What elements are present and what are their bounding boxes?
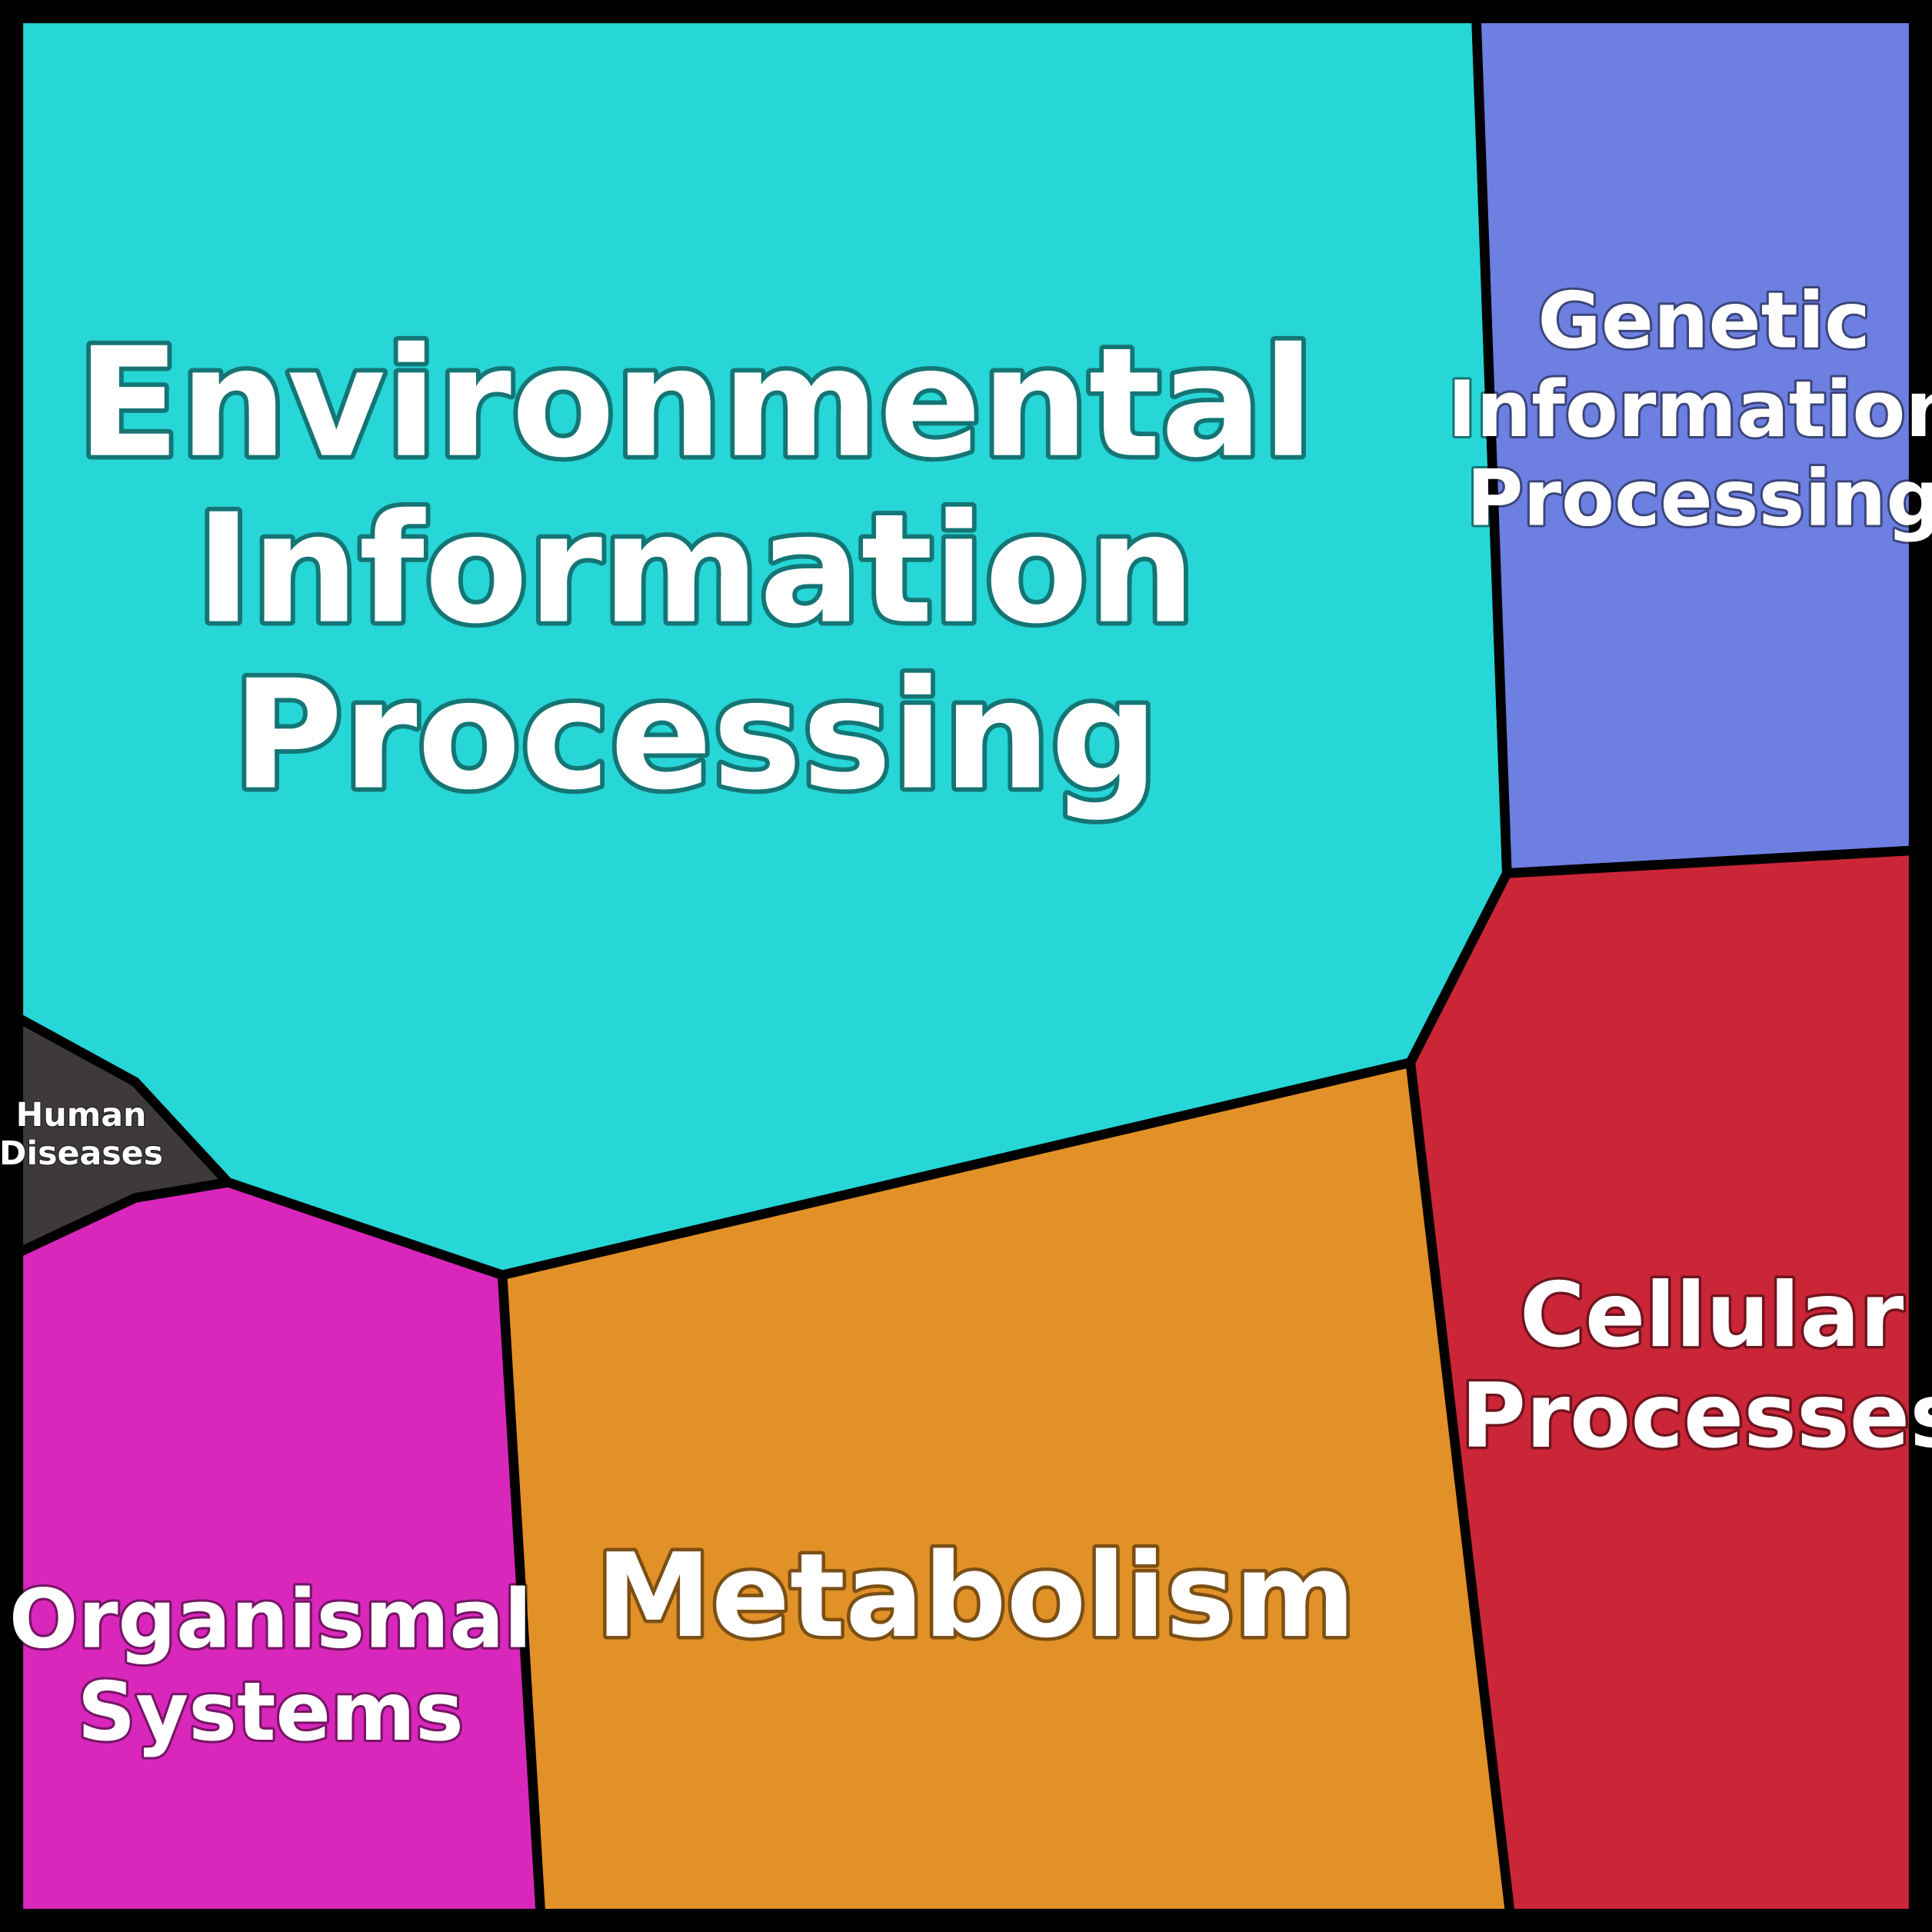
label-environmental-information-processing: EnvironmentalInformationProcessing	[77, 315, 1314, 823]
label-line: Diseases	[0, 1134, 163, 1173]
label-line: Cellular	[1520, 1264, 1904, 1367]
label-line: Processing	[232, 648, 1158, 823]
label-line: Organismal	[9, 1571, 532, 1666]
label-line: Metabolism	[596, 1527, 1355, 1663]
label-line: Environmental	[77, 315, 1314, 491]
label-human-diseases: HumanDiseases	[0, 1095, 163, 1172]
label-cellular-processes: CellularProcesses	[1461, 1264, 1932, 1468]
label-line: Processes	[1461, 1365, 1932, 1468]
cell-organismal-systems	[12, 1182, 541, 1920]
label-organismal-systems: OrganismalSystems	[9, 1571, 532, 1759]
label-line: Systems	[78, 1664, 464, 1759]
label-line: Information	[195, 481, 1195, 657]
voronoi-treemap: EnvironmentalInformationProcessingGeneti…	[0, 0, 1932, 1932]
label-line: Genetic	[1537, 276, 1870, 366]
label-metabolism: Metabolism	[596, 1527, 1355, 1663]
label-line: Human	[16, 1095, 147, 1134]
label-line: Information	[1447, 365, 1932, 455]
label-line: Processing	[1467, 454, 1932, 544]
diagram-container: EnvironmentalInformationProcessingGeneti…	[0, 0, 1932, 1932]
